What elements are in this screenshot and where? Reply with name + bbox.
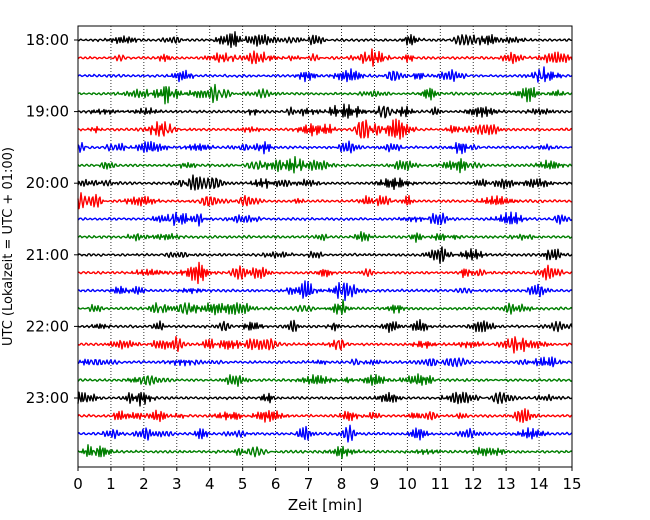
trace-line bbox=[77, 103, 573, 119]
traces bbox=[77, 31, 573, 460]
x-tick-label: 2 bbox=[139, 475, 149, 493]
x-tick-label: 12 bbox=[464, 475, 483, 493]
trace-line bbox=[77, 211, 573, 227]
y-tick-label: 20:00 bbox=[26, 174, 69, 192]
x-tick-label: 4 bbox=[205, 475, 215, 493]
trace-line bbox=[77, 356, 573, 368]
x-tick-label: 1 bbox=[106, 475, 116, 493]
y-tick-label: 18:00 bbox=[26, 31, 69, 49]
y-ticks: 18:00 19:00 20:00 21:00 22:00 23:00 bbox=[26, 31, 78, 407]
trace-line bbox=[77, 335, 573, 354]
trace-line bbox=[77, 31, 573, 49]
x-tick-label: 14 bbox=[530, 475, 549, 493]
y-tick-label: 22:00 bbox=[26, 317, 69, 335]
x-tick-label: 0 bbox=[73, 475, 83, 493]
trace-line bbox=[77, 318, 573, 334]
y-tick-label: 19:00 bbox=[26, 103, 69, 121]
trace-line bbox=[77, 280, 573, 302]
trace-line bbox=[77, 391, 573, 407]
x-tick-label: 11 bbox=[431, 475, 450, 493]
trace-line bbox=[77, 48, 573, 67]
trace-line bbox=[77, 373, 573, 387]
trace-line bbox=[77, 424, 573, 443]
x-tick-label: 3 bbox=[172, 475, 182, 493]
y-tick-label: 21:00 bbox=[26, 246, 69, 264]
trace-line bbox=[77, 83, 573, 105]
x-ticks: 0 1 2 3 4 5 6 7 8 9 10 11 12 13 14 15 bbox=[73, 467, 582, 493]
plot-frame bbox=[77, 25, 573, 468]
trace-line bbox=[77, 231, 573, 243]
x-tick-label: 6 bbox=[271, 475, 281, 493]
x-tick-label: 7 bbox=[304, 475, 314, 493]
x-axis-label: Zeit [min] bbox=[288, 496, 362, 514]
x-tick-label: 15 bbox=[562, 475, 581, 493]
trace-line bbox=[77, 444, 573, 460]
trace-line bbox=[77, 192, 573, 210]
x-tick-label: 9 bbox=[370, 475, 380, 493]
x-tick-label: 8 bbox=[337, 475, 347, 493]
trace-line bbox=[77, 261, 573, 285]
trace-line bbox=[77, 408, 573, 424]
trace-line bbox=[77, 118, 573, 140]
trace-line bbox=[77, 140, 573, 155]
x-tick-label: 13 bbox=[497, 475, 516, 493]
y-axis-label: UTC (Lokalzeit = UTC + 01:00) bbox=[1, 147, 16, 346]
trace-line bbox=[77, 66, 573, 83]
x-tick-label: 10 bbox=[398, 475, 417, 493]
trace-line bbox=[77, 299, 573, 316]
trace-line bbox=[77, 156, 573, 174]
x-tick-label: 5 bbox=[238, 475, 248, 493]
trace-line bbox=[77, 246, 573, 264]
trace-line bbox=[77, 174, 573, 191]
y-tick-label: 23:00 bbox=[26, 389, 69, 407]
